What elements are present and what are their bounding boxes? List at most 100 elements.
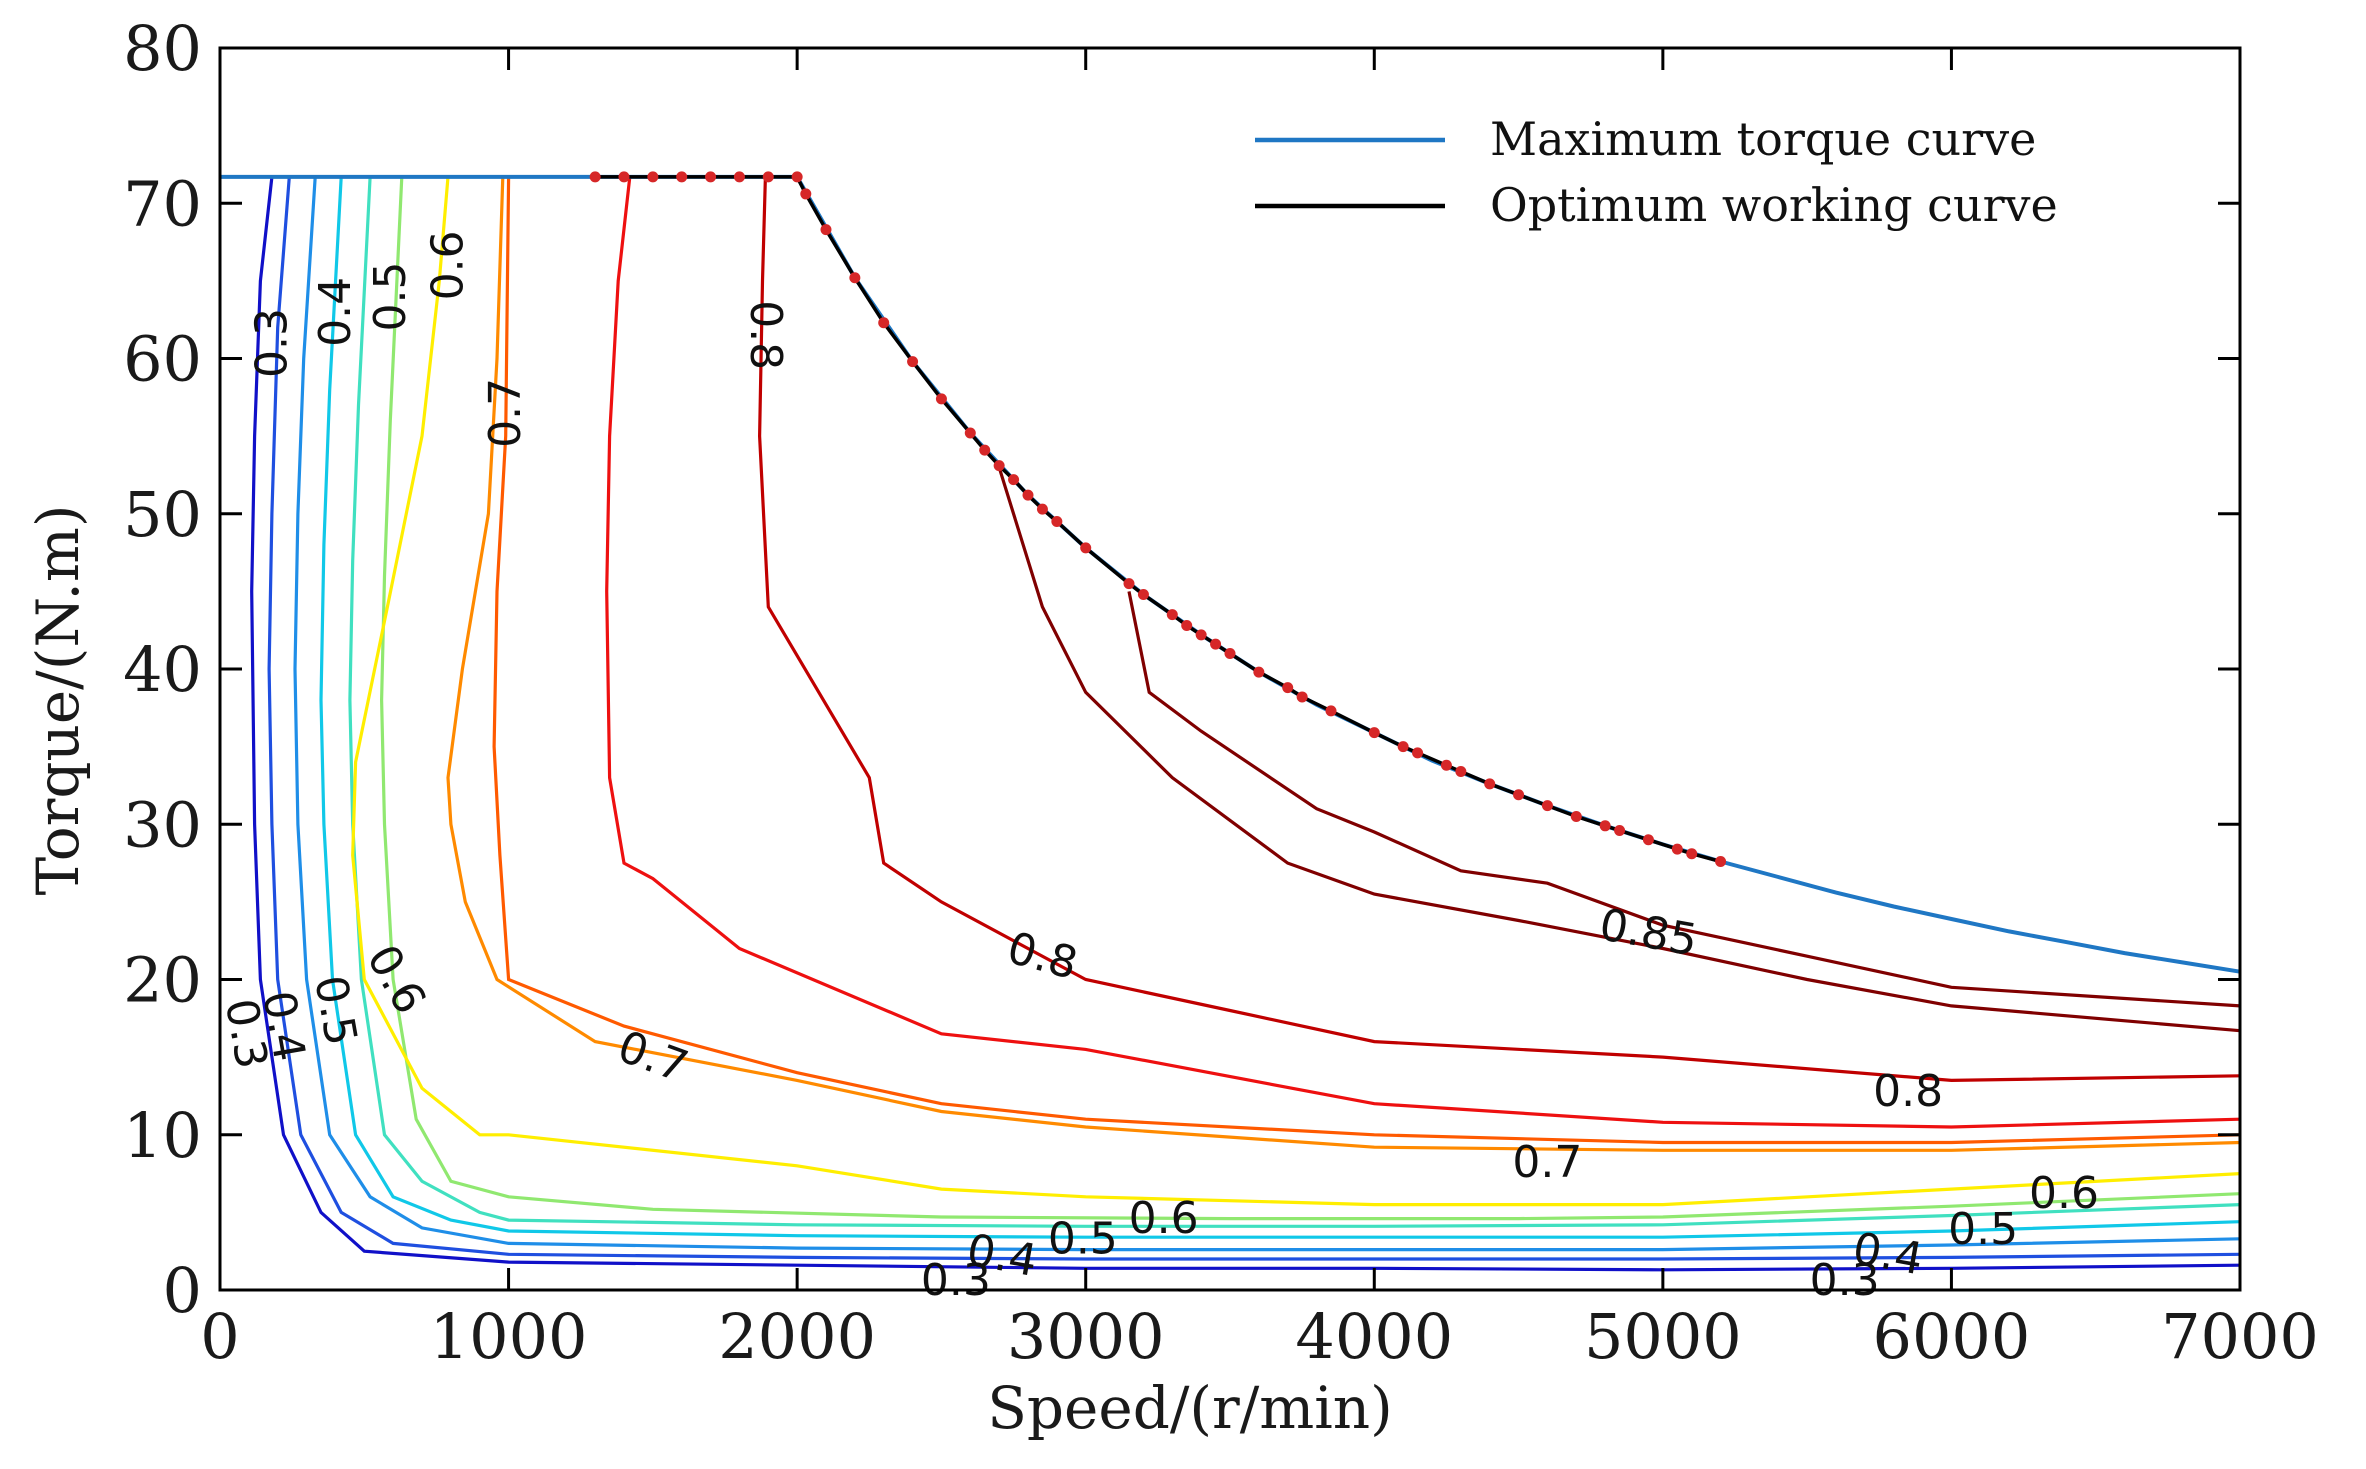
contour-label: 0.6	[1129, 1193, 1199, 1244]
optimum-point	[1541, 800, 1553, 812]
optimum-point	[1210, 638, 1222, 650]
y-tick-label: 10	[123, 1099, 202, 1172]
contour-line-0-3	[250, 176, 2241, 1272]
contour-label: 0.7	[1512, 1137, 1582, 1188]
x-tick-label: 7000	[2161, 1300, 2319, 1373]
optimum-point	[1051, 516, 1063, 528]
optimum-point	[1642, 834, 1654, 846]
y-tick-label: 20	[123, 944, 202, 1017]
x-tick-label: 1000	[430, 1300, 588, 1373]
x-tick-label: 0	[200, 1300, 239, 1373]
optimum-point	[1022, 489, 1034, 501]
contour-label: 0.3	[246, 308, 297, 378]
optimum-point	[820, 224, 832, 236]
optimum-point	[1166, 609, 1178, 621]
optimum-point	[800, 188, 812, 200]
contour-label: 0.3	[921, 1255, 991, 1306]
contour-label: 0.5	[365, 261, 416, 331]
optimum-point	[1137, 588, 1149, 600]
optimum-point	[964, 427, 976, 439]
optimum-point	[849, 272, 861, 284]
contour-line-0-35	[267, 176, 2241, 1261]
optimum-point	[1570, 810, 1582, 822]
legend-entry-label: Optimum working curve	[1490, 178, 2058, 232]
optimum-point	[1181, 620, 1193, 632]
optimum-point	[1195, 629, 1207, 641]
contour-label: 0.4	[310, 277, 361, 347]
contour-line-0-55	[379, 176, 2241, 1221]
contour-label: 0.5	[304, 972, 366, 1050]
optimum-point	[1397, 741, 1409, 753]
optimum-point	[993, 460, 1005, 472]
optimum-point	[618, 171, 630, 183]
y-tick-label: 70	[123, 167, 202, 240]
plot-background	[220, 48, 2240, 1290]
y-tick-label: 80	[123, 12, 202, 85]
y-tick-label: 40	[123, 633, 202, 706]
optimum-point	[791, 171, 803, 183]
contour-label: 0.5	[1048, 1213, 1118, 1264]
optimum-point	[1671, 843, 1683, 855]
optimum-point	[878, 317, 890, 329]
contour-line-0-8	[757, 176, 2241, 1083]
optimum-point	[935, 393, 947, 405]
optimum-point	[1513, 789, 1525, 801]
contour-line-0-45	[319, 176, 2241, 1239]
contour-line-0-75	[605, 176, 2241, 1129]
optimum-point	[979, 444, 991, 456]
optimum-point	[589, 171, 601, 183]
optimum-point	[1686, 848, 1698, 860]
curves	[220, 171, 2241, 974]
contour-line-0-5	[348, 176, 2241, 1228]
contour-label: 0.8	[1873, 1066, 1943, 1117]
optimum-point	[1008, 474, 1020, 486]
optimum-point	[1325, 705, 1337, 717]
legend-entry-label: Maximum torque curve	[1490, 112, 2036, 166]
contour-label: 0.4	[252, 987, 314, 1065]
contour-line-0-85a	[997, 466, 2241, 1033]
optimum-point	[1715, 856, 1727, 868]
contour-label: 0.6	[2029, 1168, 2099, 1219]
x-tick-label: 4000	[1295, 1300, 1453, 1373]
contour-label: 0.8	[740, 300, 791, 370]
x-tick-label: 6000	[1873, 1300, 2031, 1373]
y-tick-label: 0	[163, 1254, 202, 1327]
optimum-point	[1080, 542, 1092, 554]
x-tick-label: 2000	[718, 1300, 876, 1373]
x-tick-label: 3000	[1007, 1300, 1165, 1373]
optimum-point	[907, 356, 919, 368]
optimum-point	[762, 171, 774, 183]
optimum-point	[1412, 747, 1424, 759]
contour-label: 0.4	[963, 1225, 1041, 1287]
optimum-point	[676, 171, 688, 183]
contour-label: 0.3	[215, 995, 277, 1073]
plot-area	[220, 48, 2240, 1290]
y-axis-label: Torque/(N.m)	[24, 505, 92, 896]
contour-label: 0.7	[480, 378, 531, 448]
legend: Maximum torque curve Optimum working curv…	[1255, 112, 2058, 232]
efficiency-contours	[250, 176, 2241, 1272]
optimum-point	[1282, 682, 1294, 694]
optimum-point	[733, 171, 745, 183]
optimum-point	[1123, 578, 1135, 590]
optimum-point	[647, 171, 659, 183]
optimum-point	[1599, 820, 1611, 832]
contour-label: 0.3	[1810, 1255, 1880, 1306]
optimum-point	[1440, 759, 1452, 771]
contour-label: 0.5	[1948, 1204, 2018, 1255]
y-tick-label: 60	[123, 323, 202, 396]
contour-line-0-4	[293, 176, 2241, 1252]
contour-line-0-85b	[1127, 591, 2241, 1008]
y-tick-label: 30	[123, 788, 202, 861]
optimum-point	[1036, 503, 1048, 515]
optimum-point	[1224, 647, 1236, 659]
optimum-point	[1368, 727, 1380, 739]
contour-line-0-7	[492, 176, 2241, 1145]
optimum-point	[1484, 778, 1496, 790]
y-tick-label: 50	[123, 478, 202, 551]
optimum-point	[705, 171, 717, 183]
contour-label: 0.6	[422, 230, 473, 300]
optimum-point	[1296, 691, 1308, 703]
x-tick-label: 5000	[1584, 1300, 1742, 1373]
